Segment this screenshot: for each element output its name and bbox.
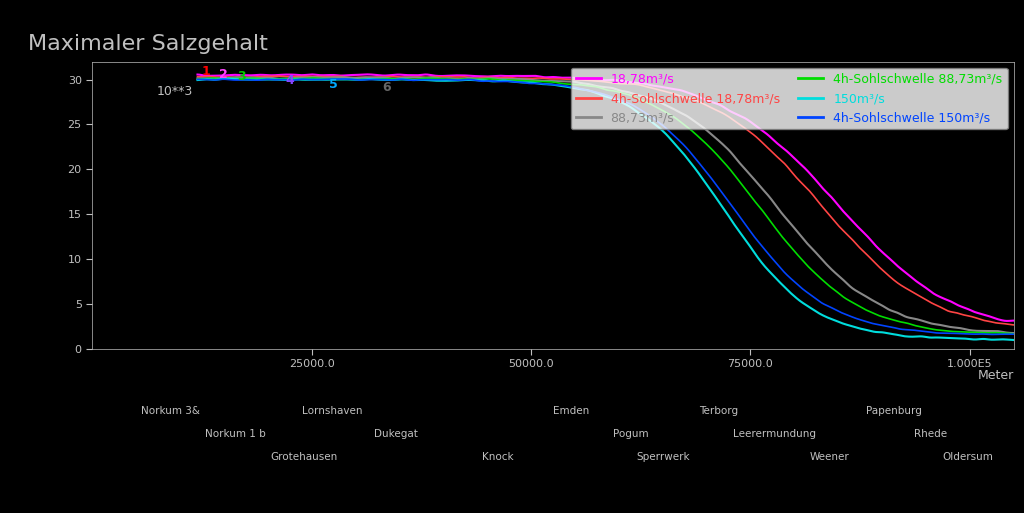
Text: Norkum 1 b: Norkum 1 b (205, 429, 265, 439)
Text: 10**3: 10**3 (157, 85, 193, 97)
Text: 5: 5 (329, 77, 338, 91)
Text: 4: 4 (286, 74, 294, 87)
Text: Lornshaven: Lornshaven (301, 406, 362, 416)
Text: Grotehausen: Grotehausen (270, 452, 338, 462)
Text: Maximaler Salzgehalt: Maximaler Salzgehalt (28, 34, 267, 54)
Text: Terborg: Terborg (699, 406, 738, 416)
Text: 6: 6 (382, 81, 390, 94)
Text: Emden: Emden (553, 406, 590, 416)
Text: Sperrwerk: Sperrwerk (637, 452, 690, 462)
Text: Knock: Knock (482, 452, 513, 462)
Text: Leerermundung: Leerermundung (732, 429, 816, 439)
Text: Papenburg: Papenburg (866, 406, 922, 416)
Legend: 18,78m³/s, 4h-Sohlschwelle 18,78m³/s, 88,73m³/s, 4h-Sohlschwelle 88,73m³/s, 150m: 18,78m³/s, 4h-Sohlschwelle 18,78m³/s, 88… (570, 68, 1008, 129)
Text: Pogum: Pogum (613, 429, 649, 439)
Text: Norkum 3&: Norkum 3& (141, 406, 200, 416)
Text: Meter: Meter (978, 369, 1014, 382)
Text: 1: 1 (202, 65, 211, 78)
Text: Rhede: Rhede (914, 429, 947, 439)
Text: 3: 3 (237, 70, 246, 84)
Text: Dukegat: Dukegat (375, 429, 418, 439)
Text: 2: 2 (219, 68, 228, 81)
Text: Weener: Weener (810, 452, 849, 462)
Text: Oldersum: Oldersum (942, 452, 993, 462)
